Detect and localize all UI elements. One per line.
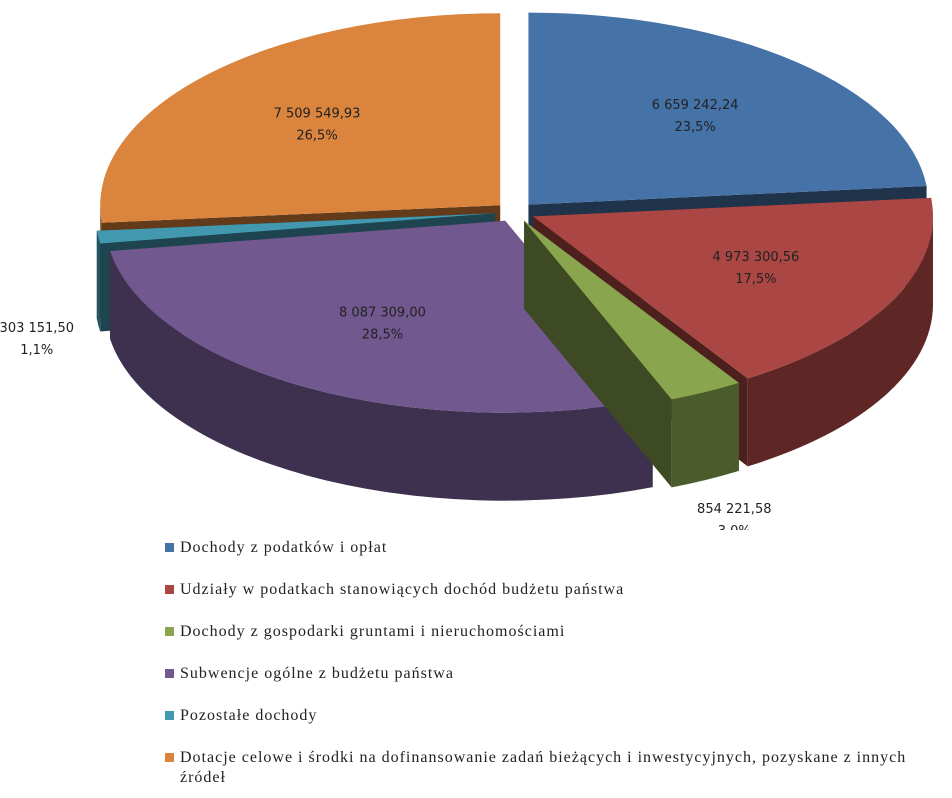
legend-swatch [165,753,174,762]
data-label: 4 973 300,56 [712,250,799,265]
legend-swatch [165,711,174,720]
slice-side [110,250,653,501]
data-label: 28,5% [362,328,403,343]
legend-swatch [165,543,174,552]
data-label: 7 509 549,93 [274,107,361,122]
data-label: 3,0% [718,524,751,530]
legend-label: Dochody z gospodarki gruntami i nierucho… [180,623,566,640]
slice [524,220,739,400]
legend-label: Subwencje ogólne z budżetu państwa [180,665,454,682]
data-label: 1,1% [20,343,53,358]
slice [110,220,653,413]
slice [96,213,496,244]
slice-side [671,382,739,488]
data-label: 303 151,50 [0,321,74,336]
legend: Dochody z podatków i opłat Udziały w poda… [165,538,952,790]
legend-item: Dochody z gospodarki gruntami i nierucho… [165,622,952,664]
legend-item: Dotacje celowe i środki na dofinansowani… [165,748,952,790]
legend-swatch [165,585,174,594]
data-label: 854 221,58 [697,502,771,517]
slice-side [96,230,101,332]
legend-label: Dotacje celowe i środki na dofinansowani… [180,749,907,786]
slice-side [524,220,672,488]
legend-item: Subwencje ogólne z budżetu państwa [165,664,952,706]
slice [100,13,501,223]
data-label: 17,5% [735,272,776,287]
legend-label: Dochody z podatków i opłat [180,539,388,556]
slice-side [747,216,933,467]
slice [528,12,927,205]
legend-item: Dochody z podatków i opłat [165,538,952,580]
data-label: 26,5% [296,129,337,144]
legend-item: Udziały w podatkach stanowiących dochód … [165,580,952,622]
chart: 6 659 242,24 23,5% 4 973 300,56 17,5% 854 22… [0,12,933,530]
data-label: 6 659 242,24 [652,98,739,113]
legend-label: Pozostałe dochody [180,707,318,724]
slice [532,197,933,379]
pie [96,12,933,501]
legend-item: Pozostałe dochody [165,706,952,748]
data-label: 23,5% [674,120,715,135]
legend-swatch [165,669,174,678]
legend-label: Udziały w podatkach stanowiących dochód … [180,581,625,598]
data-label: 8 087 309,00 [339,306,426,321]
legend-swatch [165,627,174,636]
